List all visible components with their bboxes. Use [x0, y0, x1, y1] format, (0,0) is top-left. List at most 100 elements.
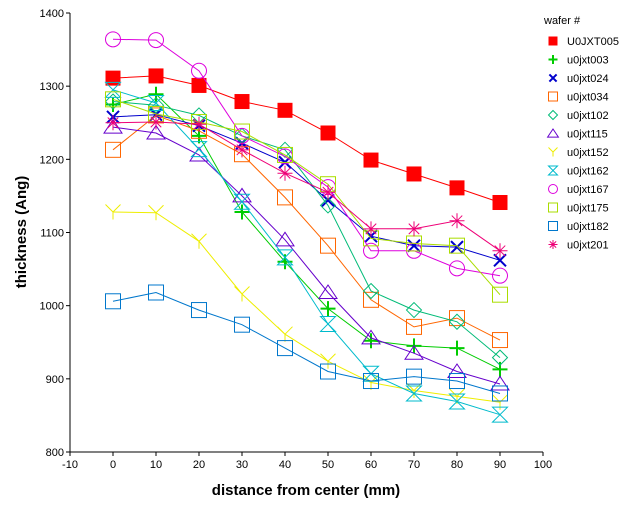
x-tick-label: 20: [193, 459, 205, 471]
y-tick-label: 1400: [40, 8, 64, 20]
data-point: [104, 93, 122, 110]
legend-item: u0jxt115: [546, 128, 608, 141]
data-point: [234, 123, 250, 140]
data-point: [448, 313, 466, 330]
data-point: [548, 184, 558, 194]
series-line: [112, 98, 501, 296]
data-point: [546, 128, 560, 138]
data-point: [275, 231, 295, 247]
data-point: [492, 385, 508, 402]
y-tick-label: 800: [46, 447, 64, 459]
data-point: [548, 91, 558, 102]
data-point: [320, 301, 336, 317]
data-point: [190, 141, 208, 158]
data-point: [449, 310, 465, 327]
data-point: [362, 282, 380, 300]
y-tick-label: 900: [46, 374, 64, 386]
data-point: [405, 385, 423, 402]
y-tick-label: 1300: [40, 81, 64, 93]
data-point: [548, 36, 558, 46]
data-point: [234, 286, 250, 302]
data-point: [103, 118, 123, 134]
data-point: [363, 373, 379, 390]
data-point: [492, 361, 508, 377]
data-point: [320, 353, 336, 369]
data-point: [548, 147, 558, 157]
plot-area: [70, 13, 543, 452]
data-point: [234, 94, 250, 110]
data-point: [105, 70, 121, 86]
x-tick-label: 10: [150, 459, 162, 471]
legend-item: u0jxt152: [548, 147, 609, 159]
data-point: [493, 253, 507, 268]
x-tick-label: 100: [534, 459, 552, 471]
data-point: [320, 363, 336, 380]
legend-label: u0jxt034: [567, 92, 609, 104]
legend-label: u0jxt003: [567, 55, 609, 67]
series-line: [112, 114, 501, 261]
axes: -10 0 10 20 30 40 50 60 70 80 90 100 800 900 1000 1100 1…: [40, 8, 553, 471]
data-point: [319, 315, 337, 332]
data-point: [320, 237, 336, 254]
data-point: [148, 284, 164, 301]
data-point: [450, 240, 464, 254]
y-tick-label: 1000: [40, 301, 64, 313]
series-u0jxt182: [105, 284, 508, 402]
legend-label: u0jxt167: [567, 184, 609, 196]
data-point: [363, 291, 379, 308]
data-point: [146, 124, 166, 140]
data-point: [148, 68, 164, 84]
data-point: [148, 32, 164, 49]
data-point: [105, 204, 121, 220]
data-point: [319, 197, 337, 214]
legend-item: u0jxt003: [548, 55, 609, 67]
data-point: [234, 204, 250, 220]
legend-label: u0jxt175: [567, 203, 609, 215]
legend-label: u0jxt152: [567, 147, 609, 159]
data-point: [277, 165, 293, 181]
series-line: [112, 291, 501, 394]
legend-label: u0jxt162: [567, 166, 609, 178]
data-point: [234, 316, 250, 333]
legend-item: u0jxt024: [548, 73, 609, 85]
data-point: [547, 165, 559, 176]
series-line: [112, 89, 501, 416]
y-tick-label: 1100: [40, 228, 64, 240]
y-axis-title: thickness (Ang): [13, 176, 30, 289]
series-line: [112, 211, 501, 403]
legend: wafer # U0JXT005 u0jxt003 u0jxt024 u0jxt034 u…: [543, 15, 619, 252]
data-point: [191, 77, 207, 93]
legend-item: u0jxt182: [548, 221, 609, 233]
x-tick-label: -10: [62, 459, 78, 471]
series-u0jxt005: [105, 68, 508, 211]
data-point: [191, 116, 207, 132]
series-line: [112, 126, 501, 385]
legend-label: u0jxt201: [567, 240, 609, 252]
legend-label: u0jxt024: [567, 73, 609, 85]
data-point: [449, 180, 465, 196]
data-point: [449, 237, 465, 254]
data-point: [447, 363, 467, 379]
legend-item: u0jxt102: [547, 109, 609, 122]
legend-label: u0jxt102: [567, 110, 609, 122]
data-point: [449, 213, 465, 229]
legend-label: u0jxt115: [567, 129, 608, 141]
data-point: [233, 193, 251, 210]
data-point: [234, 142, 250, 158]
data-point: [490, 375, 510, 391]
data-point: [320, 184, 336, 200]
data-point: [363, 152, 379, 168]
data-point: [105, 141, 121, 158]
series-line: [112, 121, 501, 252]
data-point: [363, 333, 379, 349]
data-point: [492, 394, 508, 410]
data-point: [191, 233, 207, 249]
data-point: [492, 195, 508, 211]
series-line: [112, 101, 501, 358]
data-point: [548, 221, 558, 231]
data-point: [105, 115, 121, 131]
x-tick-label: 90: [494, 459, 506, 471]
data-point: [492, 243, 508, 259]
data-point: [148, 204, 164, 221]
